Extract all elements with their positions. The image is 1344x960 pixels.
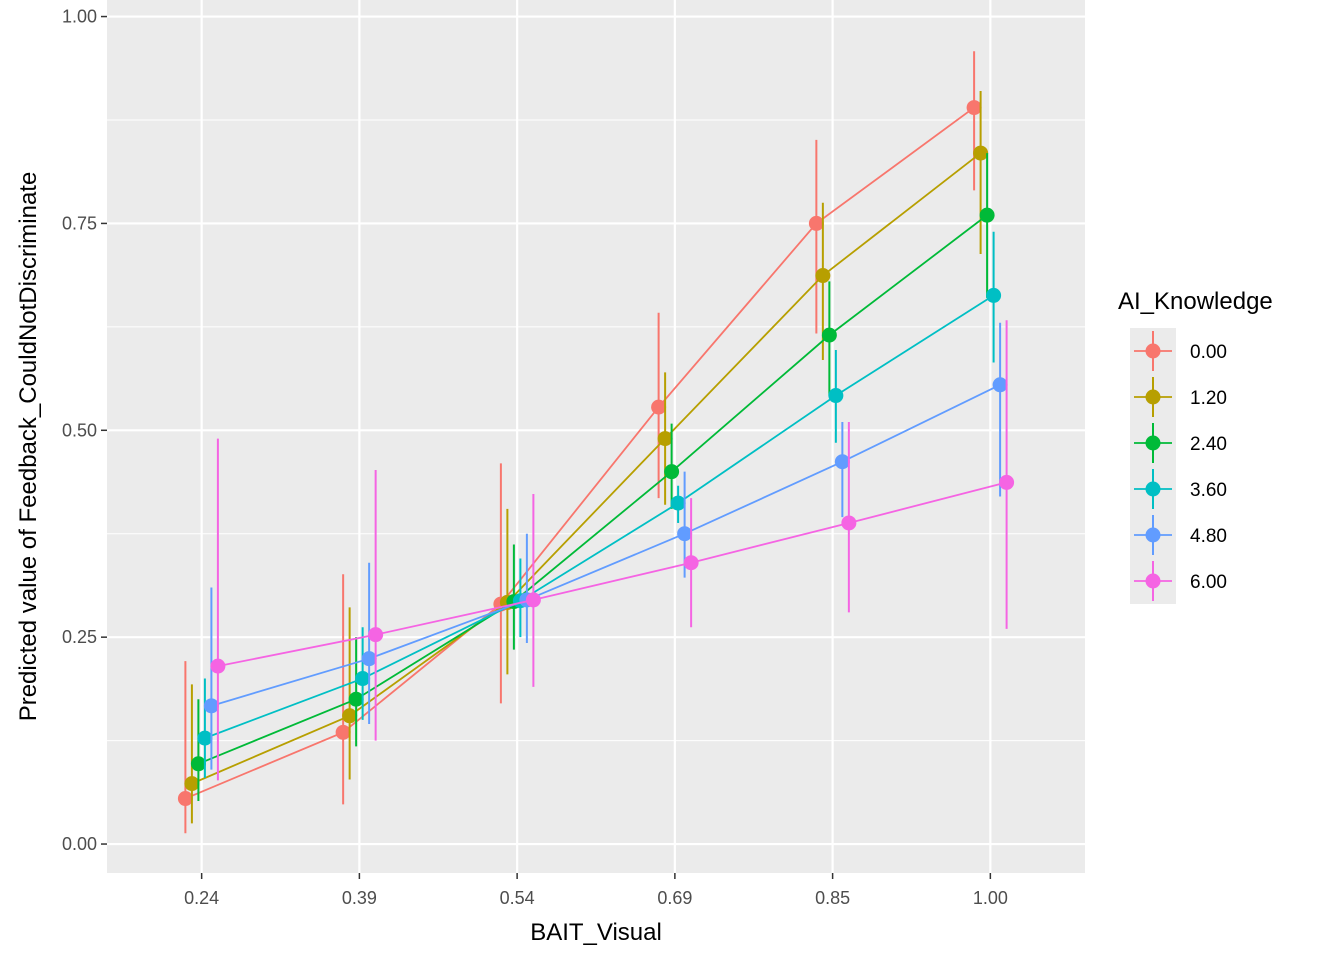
x-tick-label: 1.00 <box>973 888 1008 908</box>
x-tick-label: 0.85 <box>815 888 850 908</box>
data-point <box>348 691 364 707</box>
legend-key-point <box>1145 435 1161 451</box>
legend-item: 2.40 <box>1134 423 1227 463</box>
data-point <box>190 756 206 772</box>
legend-label: 0.00 <box>1190 342 1227 363</box>
legend-key-background <box>1130 328 1176 604</box>
x-axis-title: BAIT_Visual <box>530 919 662 946</box>
y-tick-label: 0.25 <box>62 627 97 647</box>
series-0.00 <box>177 51 982 834</box>
data-point <box>992 377 1008 393</box>
data-point <box>821 327 837 343</box>
x-axis: 0.24 0.39 0.54 0.69 0.85 1.00 <box>184 873 1008 908</box>
legend: AI_Knowledge 0.00 1.20 2.40 3.60 4.80 6.00 <box>1118 288 1273 604</box>
data-point <box>808 215 824 231</box>
data-point <box>651 399 667 415</box>
legend-label: 6.00 <box>1190 572 1227 593</box>
series-line <box>198 214 988 765</box>
data-point <box>683 555 699 571</box>
series-line <box>211 383 1001 707</box>
y-tick-label: 0.50 <box>62 420 97 440</box>
series-line <box>204 294 995 739</box>
data-point <box>841 515 857 531</box>
x-tick-label: 0.54 <box>500 888 535 908</box>
y-tick-label: 0.75 <box>62 213 97 233</box>
data-point <box>368 627 384 643</box>
legend-item: 3.60 <box>1134 469 1227 509</box>
legend-items: 0.00 1.20 2.40 3.60 4.80 6.00 <box>1134 331 1227 601</box>
series-6.00 <box>210 320 1015 781</box>
x-tick-label: 0.39 <box>342 888 377 908</box>
legend-label: 1.20 <box>1190 388 1227 409</box>
legend-label: 3.60 <box>1190 480 1227 501</box>
data-point <box>999 474 1015 490</box>
data-point <box>210 658 226 674</box>
data-point <box>834 454 850 470</box>
legend-key-point <box>1145 573 1161 589</box>
y-tick-label: 0.00 <box>62 834 97 854</box>
data-point <box>966 100 982 116</box>
data-point <box>335 724 351 740</box>
data-point <box>815 268 831 284</box>
legend-item: 6.00 <box>1134 561 1227 601</box>
data-point <box>197 730 213 746</box>
legend-item: 4.80 <box>1134 515 1227 555</box>
legend-item: 1.20 <box>1134 377 1227 417</box>
legend-key-point <box>1145 343 1161 359</box>
data-point <box>184 776 200 792</box>
legend-key-point <box>1145 389 1161 405</box>
data-point <box>979 207 995 223</box>
series-4.80 <box>203 322 1008 770</box>
data-point <box>664 464 680 480</box>
y-axis-title: Predicted value of Feedback_CouldNotDisc… <box>15 172 42 722</box>
x-tick-label: 0.24 <box>184 888 219 908</box>
series-2.40 <box>190 153 995 802</box>
y-axis: 0.00 0.25 0.50 0.75 1.00 <box>62 7 107 854</box>
x-tick-label: 0.69 <box>657 888 692 908</box>
y-tick-label: 1.00 <box>62 7 97 27</box>
series-line <box>185 106 975 800</box>
legend-title: AI_Knowledge <box>1118 288 1273 315</box>
data-point <box>203 698 219 714</box>
series-line <box>191 152 982 785</box>
data-point <box>670 495 686 511</box>
major-gridlines <box>107 0 1085 873</box>
data-point <box>355 671 371 687</box>
legend-key-point <box>1145 527 1161 543</box>
legend-label: 4.80 <box>1190 526 1227 547</box>
data-point <box>973 145 989 161</box>
data-point <box>986 287 1002 303</box>
data-point <box>657 431 673 447</box>
data-point <box>361 651 377 667</box>
data-point <box>828 388 844 404</box>
data-point <box>677 526 693 542</box>
legend-label: 2.40 <box>1190 434 1227 455</box>
data-point <box>342 708 358 724</box>
legend-key-point <box>1145 481 1161 497</box>
data-point <box>525 592 541 608</box>
series-line <box>217 481 1007 668</box>
legend-item: 0.00 <box>1134 331 1227 371</box>
data-point <box>177 791 193 807</box>
series-layer <box>177 51 1015 834</box>
